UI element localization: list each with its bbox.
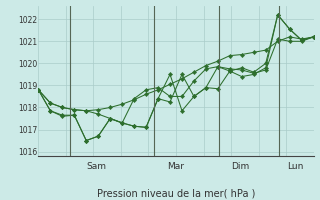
Text: Pression niveau de la mer( hPa ): Pression niveau de la mer( hPa ) <box>97 189 255 199</box>
Text: Sam: Sam <box>86 162 106 171</box>
Text: Lun: Lun <box>288 162 304 171</box>
Text: Mar: Mar <box>167 162 185 171</box>
Text: Dim: Dim <box>232 162 250 171</box>
